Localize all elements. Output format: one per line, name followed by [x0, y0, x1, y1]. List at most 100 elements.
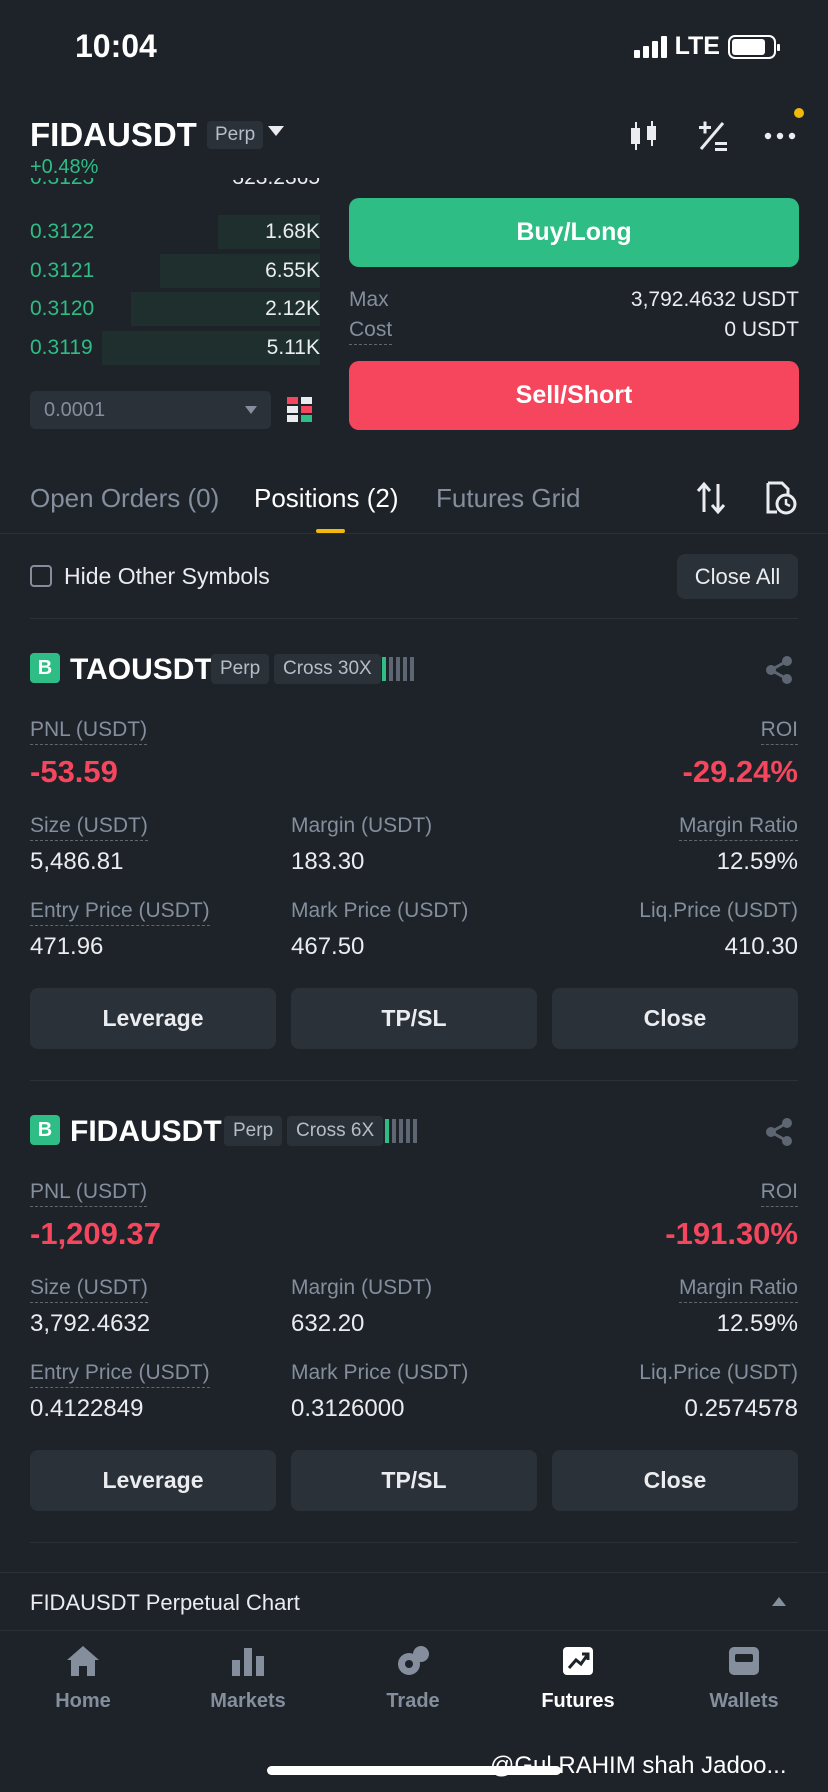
nav-trade[interactable]: Trade	[353, 1644, 473, 1713]
leverage-button[interactable]: Leverage	[30, 1450, 276, 1511]
orderbook-qty: 2.12K	[265, 297, 320, 320]
nav-label: Wallets	[709, 1690, 779, 1712]
orderbook-qty: 6.55K	[265, 258, 320, 282]
signal-icon	[633, 35, 667, 58]
active-tab-indicator	[316, 529, 345, 533]
orderbook-price: 0.3122	[30, 220, 95, 243]
chevron-down-icon[interactable]	[268, 126, 284, 136]
chevron-up-icon[interactable]	[772, 1597, 786, 1606]
chart-toggle-label[interactable]: FIDAUSDT Perpetual Chart	[30, 1590, 300, 1615]
share-icon[interactable]	[764, 655, 794, 685]
close-position-button[interactable]: Close	[552, 1450, 798, 1511]
divider	[0, 1572, 828, 1573]
adl-indicator	[385, 1119, 417, 1143]
size-label: Size (USDT)	[30, 1276, 148, 1303]
depth-bar	[131, 292, 320, 326]
chevron-down-icon	[245, 406, 257, 414]
perp-tag: Perp	[224, 1116, 283, 1146]
roi-label: ROI	[760, 1180, 798, 1207]
position-symbol[interactable]: TAOUSDT	[70, 653, 213, 686]
more-icon[interactable]	[762, 118, 798, 154]
markets-icon	[232, 1648, 264, 1676]
liq-price-value: 0.2574578	[684, 1395, 798, 1422]
hide-other-label: Hide Other Symbols	[64, 563, 270, 589]
orderbook-layout-icon[interactable]	[287, 397, 313, 423]
liq-price-label: Liq.Price (USDT)	[639, 899, 798, 922]
tab-positions[interactable]: Positions (2)	[254, 483, 399, 513]
divider	[30, 618, 798, 619]
nav-wallets[interactable]: Wallets	[684, 1644, 804, 1713]
status-time: 10:04	[75, 28, 157, 64]
mark-price-value: 467.50	[291, 933, 365, 960]
leverage-button[interactable]: Leverage	[30, 988, 276, 1049]
margin-mode-tag: Cross 6X	[287, 1116, 384, 1146]
nav-label: Futures	[541, 1690, 615, 1712]
orderbook-price: 0.3120	[30, 297, 95, 320]
margin-ratio-label: Margin Ratio	[678, 1276, 798, 1303]
battery-icon	[728, 34, 780, 59]
pair-symbol[interactable]: FIDAUSDT	[30, 116, 197, 153]
divider	[0, 533, 828, 534]
orderbook-qty: 323.2365	[232, 178, 320, 190]
size-value: 5,486.81	[30, 848, 124, 875]
candlestick-icon[interactable]	[626, 118, 662, 154]
orderbook-row[interactable]: 0.3120 2.12K	[30, 290, 320, 328]
entry-price-label: Entry Price (USDT)	[30, 899, 210, 926]
divider	[30, 1080, 798, 1081]
tab-futures-grid[interactable]: Futures Grid	[436, 483, 581, 513]
nav-futures[interactable]: Futures	[518, 1644, 638, 1713]
trade-icon	[398, 1646, 429, 1675]
tpsl-button[interactable]: TP/SL	[291, 1450, 537, 1511]
hide-other-checkbox[interactable]	[30, 565, 52, 587]
mark-price-value: 0.3126000	[291, 1395, 405, 1422]
history-icon[interactable]	[764, 480, 798, 516]
entry-price-label: Entry Price (USDT)	[30, 1361, 210, 1388]
roi-label: ROI	[760, 718, 798, 745]
perp-tag: Perp	[211, 654, 270, 684]
orderbook-qty: 5.11K	[266, 335, 320, 359]
sell-short-button[interactable]: Sell/Short	[349, 361, 799, 430]
orderbook-price: 0.3123	[30, 178, 94, 190]
sort-icon[interactable]	[695, 480, 727, 516]
nav-label: Home	[55, 1690, 111, 1712]
mark-price-label: Mark Price (USDT)	[291, 899, 469, 922]
cost-row: Cost 0 USDT	[349, 318, 799, 345]
pnl-label: PNL (USDT)	[30, 1180, 148, 1207]
close-all-button[interactable]: Close All	[677, 554, 798, 599]
size-label: Size (USDT)	[30, 814, 148, 841]
position-symbol[interactable]: FIDAUSDT	[70, 1115, 222, 1148]
margin-type-badge: B	[30, 653, 60, 683]
liq-price-value: 410.30	[724, 933, 798, 960]
orderbook-row[interactable]: 0.3119 5.11K	[30, 329, 320, 367]
orderbook-row[interactable]: 0.3122 1.68K	[30, 213, 320, 251]
margin-value: 183.30	[291, 848, 365, 875]
adl-indicator	[382, 657, 414, 681]
margin-label: Margin (USDT)	[291, 814, 433, 837]
network-type: LTE	[674, 32, 720, 60]
roi-value: -191.30%	[665, 1216, 798, 1251]
roi-value: -29.24%	[682, 754, 798, 789]
nav-markets[interactable]: Markets	[188, 1644, 308, 1713]
divider	[30, 1542, 798, 1543]
margin-ratio-value: 12.59%	[716, 848, 798, 875]
home-indicator	[267, 1766, 561, 1775]
orderbook-qty: 1.68K	[265, 220, 320, 243]
wallet-icon	[729, 1647, 759, 1675]
tab-open-orders[interactable]: Open Orders (0)	[30, 483, 220, 513]
depth-bar	[218, 215, 320, 249]
tpsl-button[interactable]: TP/SL	[291, 988, 537, 1049]
mark-price-label: Mark Price (USDT)	[291, 1361, 469, 1384]
share-icon[interactable]	[764, 1117, 794, 1147]
price-step-select[interactable]: 0.0001	[30, 391, 271, 429]
margin-label: Margin (USDT)	[291, 1276, 433, 1299]
liq-price-label: Liq.Price (USDT)	[639, 1361, 798, 1384]
nav-label: Markets	[210, 1690, 286, 1712]
margin-type-badge: B	[30, 1115, 60, 1145]
orderbook-row[interactable]: 0.3121 6.55K	[30, 252, 320, 290]
nav-home[interactable]: Home	[23, 1644, 143, 1713]
calculator-icon[interactable]	[695, 118, 731, 154]
buy-long-button[interactable]: Buy/Long	[349, 198, 799, 267]
max-label: Max	[349, 288, 389, 311]
close-position-button[interactable]: Close	[552, 988, 798, 1049]
price-step-value: 0.0001	[44, 398, 106, 421]
